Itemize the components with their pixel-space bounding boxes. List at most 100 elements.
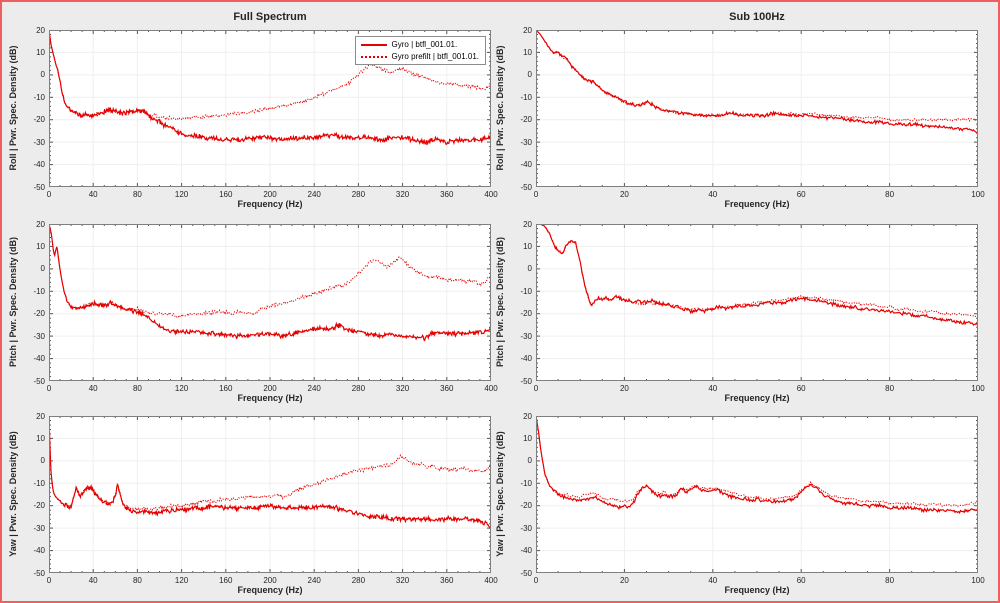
x-tick-label: 160 [219, 190, 233, 199]
x-tick-label: 80 [132, 576, 142, 585]
y-tick-label: 20 [36, 219, 45, 229]
y-tick-label: 10 [36, 241, 45, 251]
x-tick-label: 240 [307, 190, 321, 199]
y-tick-label: 20 [523, 411, 532, 421]
y-tick-label: -20 [33, 501, 45, 511]
x-tick-label: 160 [219, 576, 233, 585]
subplot-pitch-full-spectrum: Pitch | Pwr. Spec. Density (dB) Frequenc… [8, 220, 498, 404]
x-tick-label: 360 [440, 384, 454, 393]
y-tick-label: 10 [523, 433, 532, 443]
y-tick-label: -20 [33, 309, 45, 319]
plot-title: Full Spectrum [233, 11, 307, 23]
x-tick-label: 40 [88, 576, 98, 585]
y-tick-label: -10 [33, 478, 45, 488]
x-tick-label: 100 [971, 190, 985, 199]
y-tick-label: -40 [520, 546, 532, 556]
y-tick-label: 10 [36, 47, 45, 57]
y-axis-label: Pitch | Pwr. Spec. Density (dB) [8, 236, 18, 368]
x-tick-label: 120 [174, 576, 189, 585]
x-tick-label: 60 [796, 576, 806, 585]
x-axis-label: Frequency (Hz) [724, 199, 790, 209]
y-tick-label: -40 [33, 354, 45, 364]
plot-canvas [536, 224, 978, 381]
y-tick-label: -50 [520, 568, 532, 578]
x-tick-label: 20 [619, 190, 629, 199]
x-tick-label: 0 [533, 576, 539, 585]
y-tick-label: 10 [36, 433, 45, 443]
x-tick-label: 360 [440, 576, 454, 585]
x-tick-label: 80 [885, 576, 895, 585]
y-tick-label: 20 [523, 219, 532, 229]
y-tick-label: -10 [33, 92, 45, 102]
x-tick-label: 40 [708, 384, 718, 393]
y-axis-label: Roll | Pwr. Spec. Density (dB) [495, 45, 505, 171]
x-tick-label: 400 [484, 384, 498, 393]
y-tick-label: -50 [33, 182, 45, 192]
y-tick-label: -50 [33, 568, 45, 578]
legend-label: Gyro prefilt | btfl_001.01. [391, 52, 479, 61]
y-tick-label: -40 [33, 160, 45, 170]
y-tick-label: 10 [523, 241, 532, 251]
y-tick-label: -30 [520, 137, 532, 147]
legend-solid-line-icon [360, 43, 387, 46]
x-tick-label: 120 [174, 384, 189, 393]
subplot-pitch-sub-100hz: Pitch | Pwr. Spec. Density (dB) Frequenc… [495, 220, 985, 404]
y-tick-label: -10 [520, 478, 532, 488]
x-tick-label: 80 [885, 384, 895, 393]
plot-canvas [49, 224, 491, 381]
subplot-yaw-sub-100hz: Yaw | Pwr. Spec. Density (dB) Frequency … [495, 412, 985, 596]
x-tick-label: 0 [533, 384, 539, 393]
x-tick-label: 280 [351, 190, 366, 199]
x-tick-label: 0 [46, 384, 52, 393]
y-tick-label: -30 [33, 523, 45, 533]
x-tick-label: 400 [484, 190, 498, 199]
y-axis-label: Roll | Pwr. Spec. Density (dB) [8, 45, 18, 171]
y-tick-label: -20 [520, 309, 532, 319]
legend-item: Gyro | btfl_001.01. [360, 40, 479, 49]
x-tick-label: 320 [395, 190, 410, 199]
x-tick-label: 320 [395, 576, 410, 585]
x-axis-label: Frequency (Hz) [237, 585, 303, 595]
y-tick-label: -30 [33, 137, 45, 147]
y-tick-label: -30 [520, 331, 532, 341]
y-tick-label: 20 [523, 25, 532, 35]
y-tick-label: -20 [520, 501, 532, 511]
x-axis-label: Frequency (Hz) [237, 199, 303, 209]
x-tick-label: 0 [46, 576, 52, 585]
y-tick-label: -10 [520, 92, 532, 102]
x-tick-label: 200 [263, 384, 277, 393]
x-axis-label: Frequency (Hz) [724, 585, 790, 595]
y-tick-label: 20 [36, 25, 45, 35]
y-tick-label: -40 [520, 354, 532, 364]
y-tick-label: -20 [33, 115, 45, 125]
y-tick-label: -10 [33, 286, 45, 296]
x-tick-label: 320 [395, 384, 410, 393]
subplot-yaw-full-spectrum: Yaw | Pwr. Spec. Density (dB) Frequency … [8, 412, 498, 596]
x-tick-label: 240 [307, 384, 321, 393]
x-tick-label: 100 [971, 384, 985, 393]
x-tick-label: 40 [708, 576, 718, 585]
x-axis-label: Frequency (Hz) [724, 393, 790, 403]
y-tick-label: 0 [40, 456, 45, 466]
plot-canvas [536, 416, 978, 573]
y-axis-label: Yaw | Pwr. Spec. Density (dB) [495, 431, 505, 557]
y-tick-label: 0 [527, 70, 532, 80]
y-axis-label: Yaw | Pwr. Spec. Density (dB) [8, 431, 18, 557]
x-tick-label: 80 [132, 384, 142, 393]
subplot-roll-full-spectrum: Full Spectrum Roll | Pwr. Spec. Density … [8, 11, 498, 209]
legend-item: Gyro prefilt | btfl_001.01. [360, 52, 479, 61]
y-tick-label: -30 [33, 331, 45, 341]
y-tick-label: -40 [33, 546, 45, 556]
y-tick-label: 0 [40, 70, 45, 80]
y-tick-label: 0 [40, 264, 45, 274]
x-tick-label: 200 [263, 576, 277, 585]
x-tick-label: 400 [484, 576, 498, 585]
x-axis-label: Frequency (Hz) [237, 393, 303, 403]
y-tick-label: -20 [520, 115, 532, 125]
y-tick-label: -50 [520, 376, 532, 386]
x-tick-label: 40 [708, 190, 718, 199]
y-tick-label: -10 [520, 286, 532, 296]
y-tick-label: 0 [527, 264, 532, 274]
x-tick-label: 200 [263, 190, 277, 199]
